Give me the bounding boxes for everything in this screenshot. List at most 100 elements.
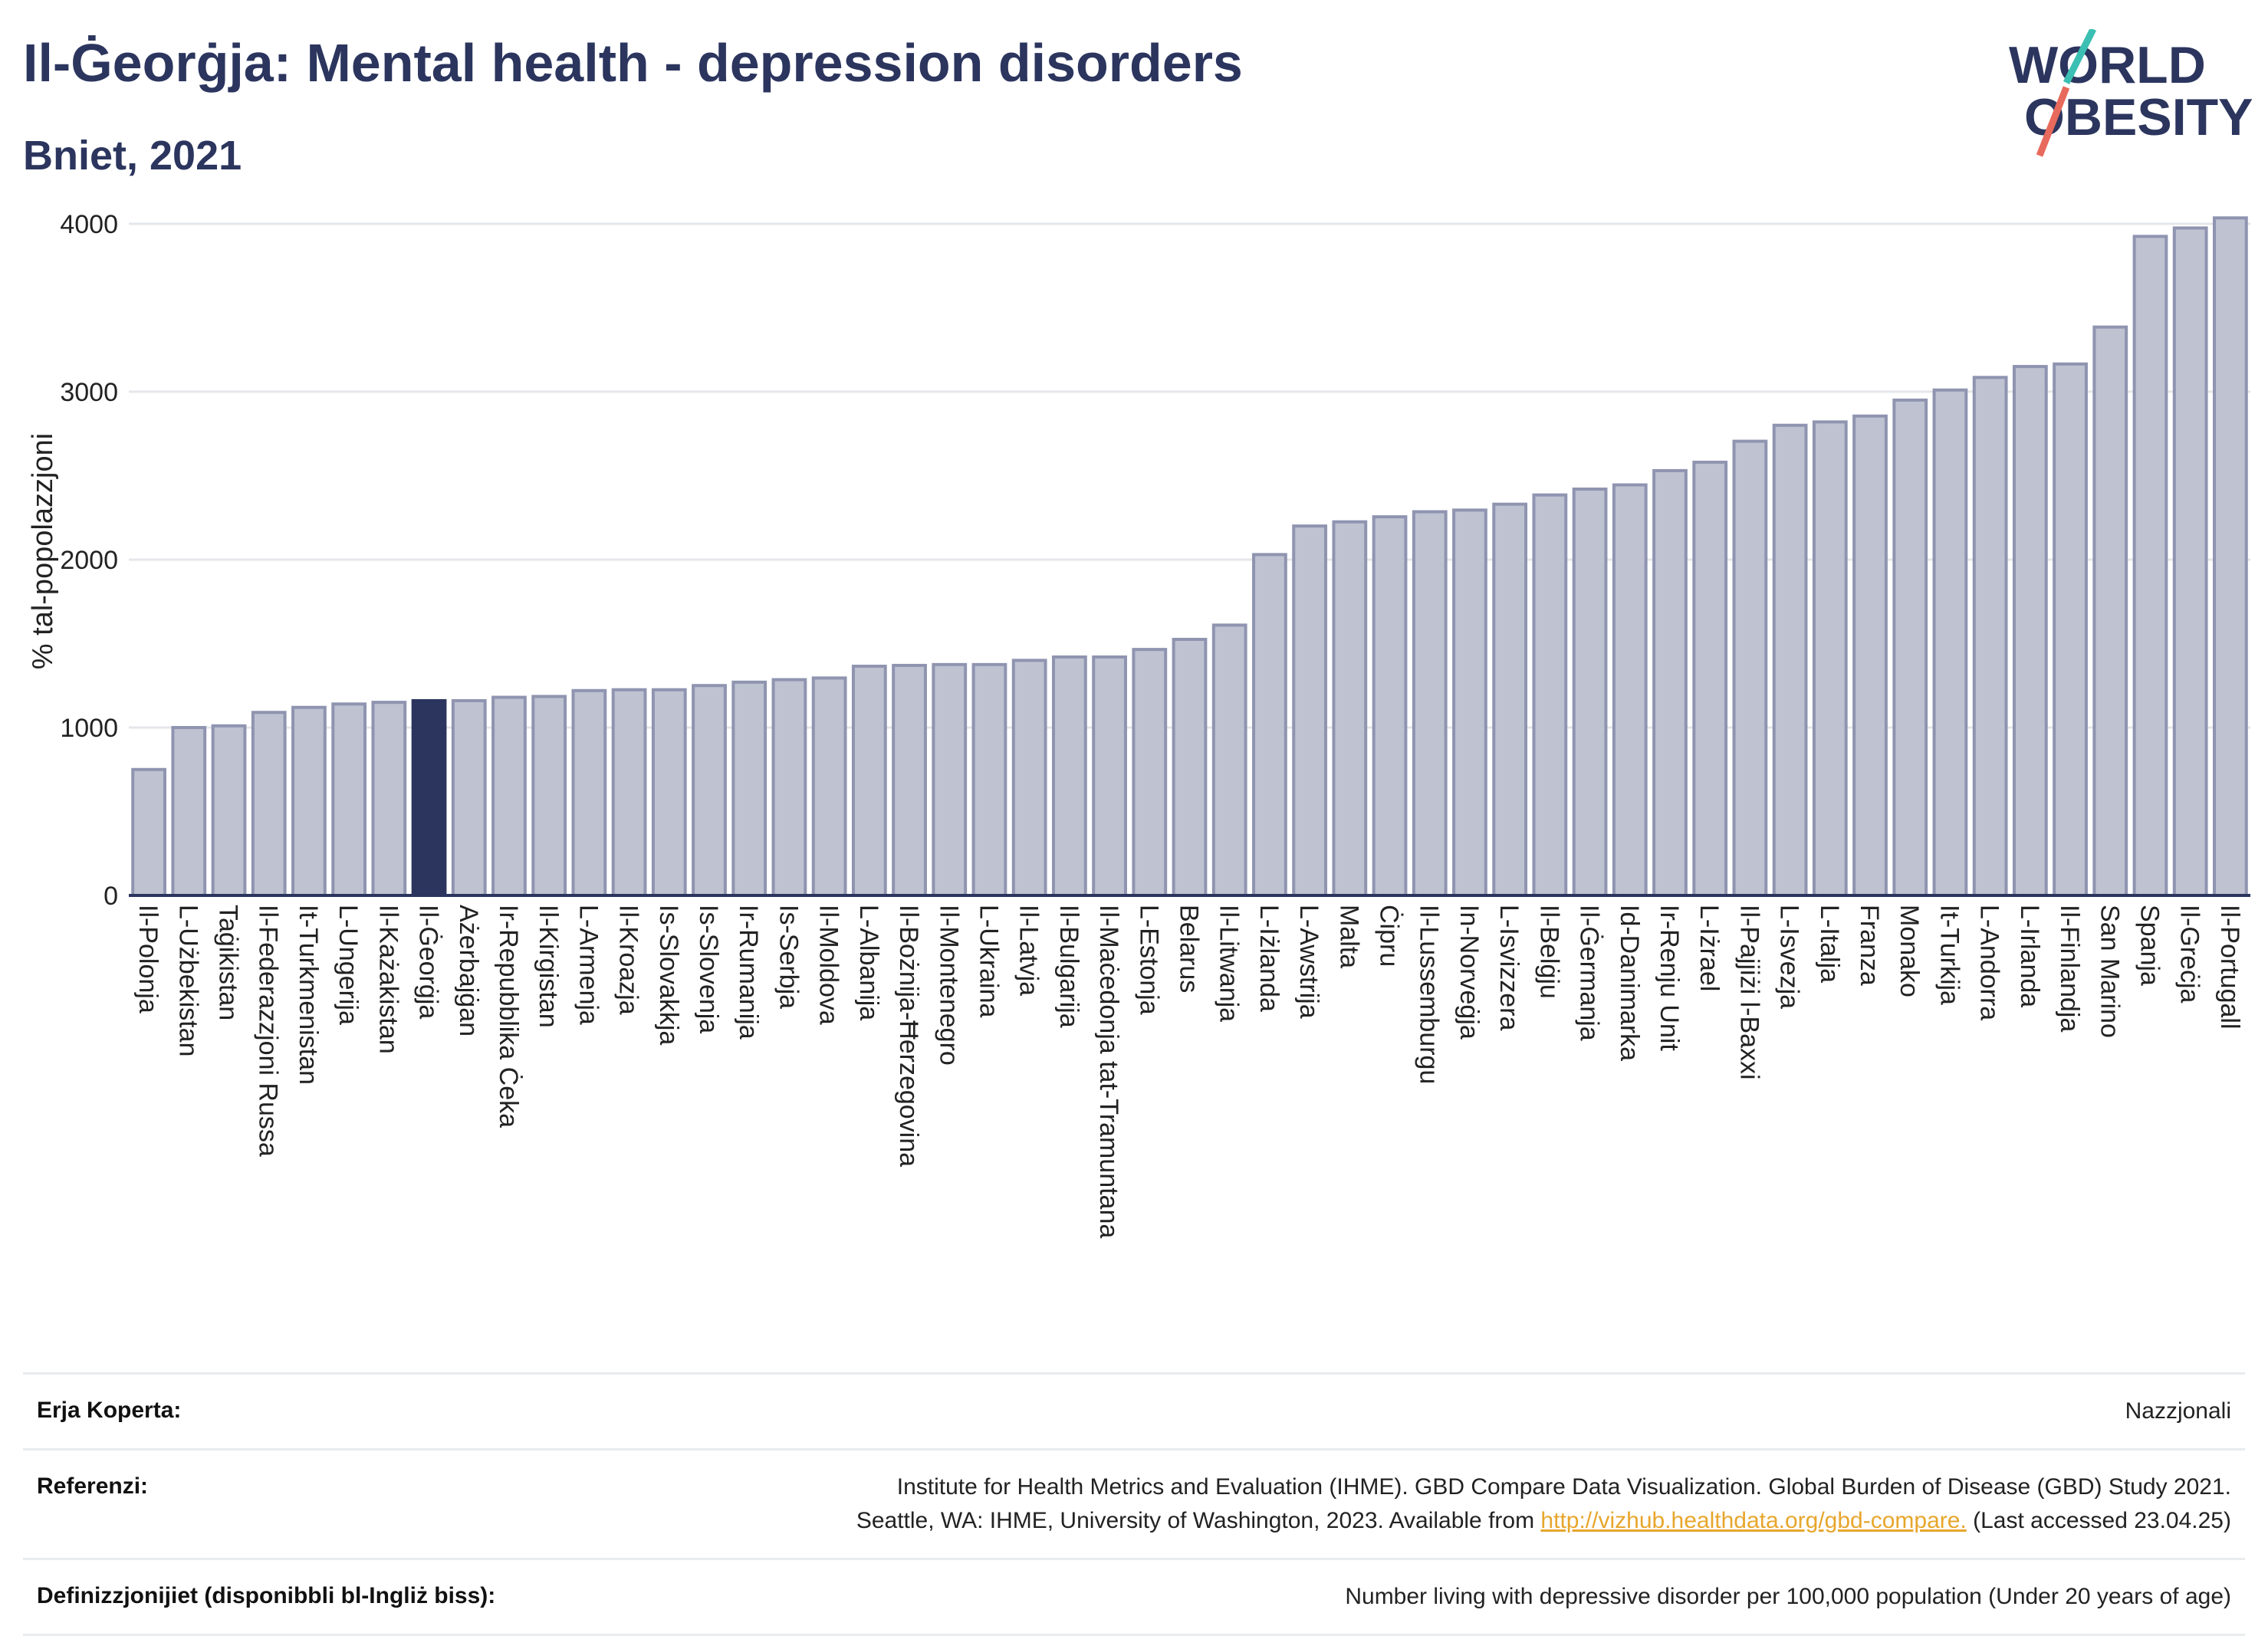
x-tick-label: Il-Bożnija-Ħerzegovina <box>894 905 923 1167</box>
y-tick-label: 1000 <box>60 714 118 743</box>
x-tick-label: Is-Slovakkja <box>654 905 683 1045</box>
bar <box>1892 398 1928 897</box>
x-tick-label: Il-Bulgarija <box>1054 905 1083 1028</box>
x-tick-label: L-Isvezja <box>1775 905 1804 1009</box>
x-tick-label: Il-Greċja <box>2175 905 2204 1004</box>
bar <box>1172 637 1208 897</box>
x-tick-label: L-Użbekistan <box>173 905 202 1056</box>
x-tick-label: Spanja <box>2135 905 2164 986</box>
bar <box>571 688 607 897</box>
bar <box>1612 483 1648 897</box>
bar-chart: 0 1000 2000 3000 4000 % tal-popolazzjoni Il-Po… <box>27 210 2250 1238</box>
bar <box>2132 235 2168 897</box>
bar <box>1692 460 1728 897</box>
footer-coverage-row: Erja Koperta: Nazzjonali <box>23 1372 2245 1448</box>
bar <box>1572 487 1608 897</box>
world-obesity-logo: WORLD OBESITY <box>2009 29 2253 157</box>
x-tick-label: Ir-Renju Unit <box>1655 905 1684 1051</box>
logo-slash-coral <box>2036 86 2070 157</box>
x-tick-label: Taġikistan <box>214 905 243 1020</box>
x-tick-label: Ċipru <box>1375 905 1404 967</box>
references-line1: Institute for Health Metrics and Evaluat… <box>896 1474 2231 1500</box>
x-tick-label: Monako <box>1895 905 1924 997</box>
x-tick-label: Il-Pajjiżi l-Baxxi <box>1734 905 1763 1080</box>
bar <box>1211 623 1247 897</box>
x-tick-label: L-Estonja <box>1134 905 1163 1015</box>
footer: Erja Koperta: Nazzjonali Referenzi: Inst… <box>23 1372 2245 1636</box>
bar <box>1652 468 1688 897</box>
bar <box>1412 510 1448 898</box>
bar <box>851 665 887 897</box>
x-tick-label: L-Ungerija <box>334 905 363 1025</box>
bar <box>331 702 367 897</box>
x-tick-label: L-Isvizzera <box>1494 905 1524 1030</box>
bar <box>1051 655 1087 897</box>
x-tick-label: Il-Maċedonja tat-Tramuntana <box>1094 905 1123 1238</box>
x-tick-label: Il-Każakistan <box>373 905 403 1054</box>
x-tick-label: Il-Lussemburgu <box>1415 905 1444 1084</box>
y-tick-label: 0 <box>104 882 118 911</box>
x-tick-label: Belarus <box>1175 905 1204 993</box>
x-tick-label: L-Irlanda <box>2015 905 2044 1007</box>
bar <box>2213 216 2248 897</box>
bar <box>1492 502 1528 897</box>
x-tick-label: L-Armenja <box>574 905 603 1025</box>
bar <box>451 698 487 897</box>
x-tick-label: San Marino <box>2095 905 2124 1038</box>
x-tick-label: L-Albanija <box>854 905 883 1020</box>
bar <box>371 701 407 897</box>
bar <box>2012 365 2048 897</box>
y-axis-title: % tal-popolazzjoni <box>27 433 59 669</box>
x-tick-label: L-Andorra <box>1975 905 2004 1020</box>
footer-definitions-row: Definizzjonijiet (disponibbli bl-Ingliż … <box>23 1558 2245 1636</box>
x-tick-label: Il-Ġeorġja <box>414 905 443 1019</box>
bar <box>1132 648 1168 897</box>
references-line2-post: (Last accessed 23.04.25) <box>1966 1508 2231 1533</box>
bar <box>971 662 1007 898</box>
x-tick-label: Ażerbajġan <box>454 905 483 1036</box>
x-tick-label: Il-Latvja <box>1014 905 1044 996</box>
coverage-label: Erja Koperta: <box>37 1398 182 1423</box>
references-link[interactable]: http://vizhub.healthdata.org/gbd-compare… <box>1540 1508 1967 1533</box>
bar <box>1372 515 1408 897</box>
bar <box>1292 524 1328 898</box>
bar <box>1812 420 1848 897</box>
y-tick-label: 4000 <box>60 210 118 239</box>
bar <box>491 695 527 897</box>
x-tick-label: Il-Litwanja <box>1215 905 1244 1022</box>
x-tick-label: L-Ukraina <box>974 905 1003 1017</box>
references-line2-pre: Seattle, WA: IHME, University of Washing… <box>856 1508 1541 1533</box>
bar <box>692 684 727 897</box>
x-tick-label: It-Turkija <box>1934 905 1964 1005</box>
bar <box>131 767 166 897</box>
bar <box>1732 439 1768 897</box>
x-tick-label: L-Iżrael <box>1694 905 1724 991</box>
y-tick-label: 3000 <box>60 378 118 407</box>
x-tick-label: Il-Ġermanja <box>1575 905 1604 1041</box>
definitions-label: Definizzjonijiet (disponibbli bl-Ingliż … <box>37 1583 496 1608</box>
page-title: Il-Ġeorġja: Mental health - depression d… <box>23 33 1243 93</box>
x-tick-label: Is-Serbja <box>774 905 803 1009</box>
bar <box>291 705 327 897</box>
bar <box>1252 553 1287 897</box>
bar <box>1532 493 1568 897</box>
x-tick-label: Il-Kirgistan <box>534 905 563 1028</box>
x-tick-label: In-Norveġja <box>1454 905 1484 1040</box>
bar <box>811 676 847 897</box>
bar <box>731 680 768 898</box>
definitions-value: Number living with depressive disorder p… <box>1345 1584 2231 1609</box>
x-tick-label: Is-Slovenja <box>694 905 723 1033</box>
bar <box>651 688 687 897</box>
logo-line1: WORLD <box>2009 36 2206 94</box>
x-tick-label: It-Turkmenistan <box>294 905 323 1085</box>
x-tick-label: L-Italja <box>1815 905 1844 983</box>
bar <box>1932 388 1968 897</box>
bar <box>1092 655 1127 897</box>
bar <box>211 724 247 897</box>
x-tick-label: Ir-Repubblika Ċeka <box>494 905 523 1128</box>
bar <box>1852 414 1888 897</box>
bar <box>771 678 807 897</box>
bar <box>411 698 447 897</box>
x-tick-label: L-Awstrija <box>1294 905 1323 1019</box>
x-tick-label: Id-Danimarka <box>1615 905 1644 1061</box>
